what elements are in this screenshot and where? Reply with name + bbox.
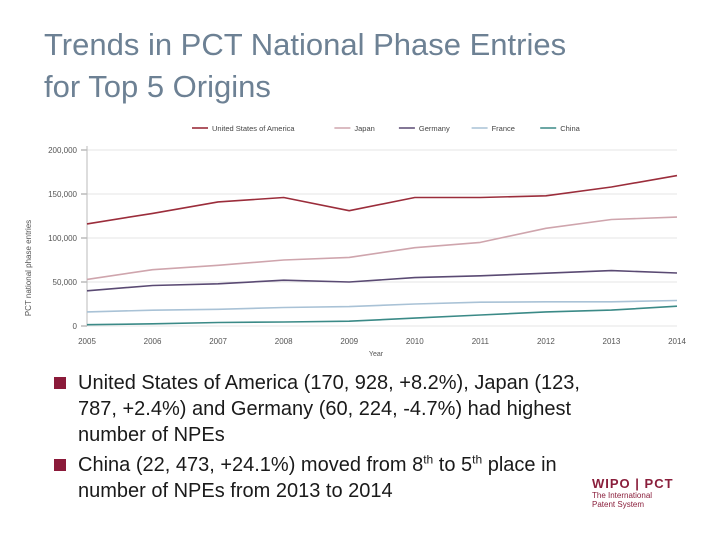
bullet-item: China (22, 473, +24.1%) moved from 8th t… [54,452,614,504]
y-tick-label: 100,000 [48,234,77,243]
wipo-pct-logo: WIPO | PCT The International Patent Syst… [592,476,692,509]
x-tick-label: 2010 [406,337,424,346]
series-line [86,269,678,292]
y-tick-label: 150,000 [48,190,77,199]
y-tick-label: 50,000 [53,278,78,287]
bullet-text-2-post: place in number of NPEs from 2013 to 201… [78,454,557,502]
y-tick-label: 0 [73,322,78,331]
ordinal-suffix: th [423,452,434,467]
legend-label: Japan [354,124,374,133]
legend-label: China [560,124,580,133]
legend-label: United States of America [212,124,295,133]
y-tick-label: 200,000 [48,146,77,155]
bullet-text-2-mid: to 5 [433,454,473,476]
x-tick-label: 2005 [78,337,96,346]
legend-label: Germany [419,124,450,133]
x-tick-label: 2014 [668,337,686,346]
bullet-square-icon [54,459,66,471]
ordinal-suffix: th [472,452,483,467]
logo-sub-text-1: The International [592,491,653,500]
bullet-text-1: United States of America (170, 928, +8.2… [78,372,580,446]
series-line [86,216,678,281]
logo-main-text: WIPO | PCT [592,476,674,491]
series-line [86,174,678,225]
legend-label: France [492,124,515,133]
x-tick-label: 2006 [144,337,162,346]
x-tick-label: 2013 [603,337,621,346]
series-line [86,305,678,326]
logo-sub-text-2: Patent System [592,500,645,509]
bullet-square-icon [54,377,66,389]
x-axis-title: Year [369,351,384,358]
line-chart: 0 50,000 100,000 150,000 200,000 2005 2006 2007… [24,124,686,358]
x-tick-label: 2012 [537,337,555,346]
bullet-list: United States of America (170, 928, +8.2… [54,370,614,508]
title-line-1: Trends in PCT National Phase Entries [44,27,567,62]
bullet-text-2-pre: China (22, 473, +24.1%) moved from 8 [78,454,424,476]
y-axis-title: PCT national phase entries [24,220,33,316]
title-line-2: for Top 5 Origins [44,69,271,104]
page-title: Trends in PCT National Phase Entries for… [44,24,684,108]
x-tick-label: 2008 [275,337,293,346]
x-tick-label: 2009 [340,337,358,346]
bullet-item: United States of America (170, 928, +8.2… [54,370,614,448]
x-tick-label: 2007 [209,337,227,346]
series-line [86,299,678,313]
x-tick-label: 2011 [472,337,490,346]
